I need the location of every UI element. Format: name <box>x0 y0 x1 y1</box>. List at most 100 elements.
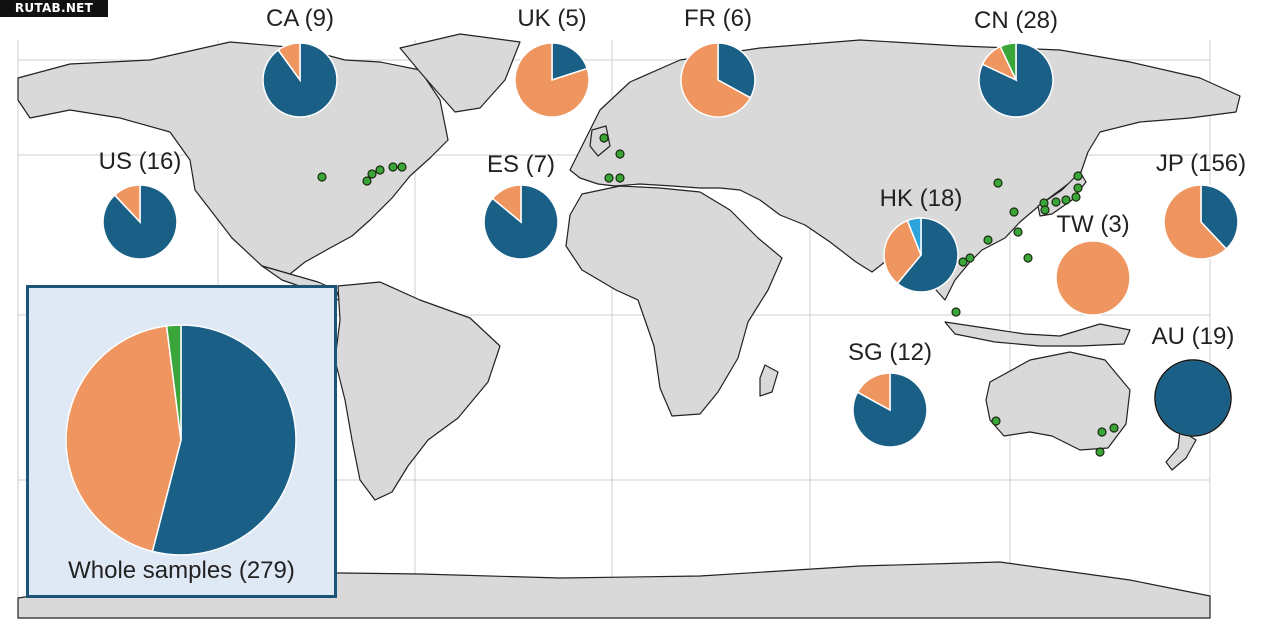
pie-jp-slice-orange <box>1163 184 1228 260</box>
pie-label-count: (156) <box>1190 150 1247 177</box>
land-south-america <box>334 281 501 501</box>
pie-label-count: (19) <box>1191 323 1235 350</box>
pie-tw-slice-orange <box>1055 240 1131 316</box>
whole-samples-caption: Whole samples (279) <box>68 557 295 584</box>
pie-hk-slice-orange <box>883 219 922 285</box>
sample-sites <box>317 133 1119 457</box>
watermark-logo: RUTAB.NET <box>0 0 108 17</box>
land-madagascar <box>759 364 779 397</box>
pie-cn <box>978 42 1054 118</box>
pie-label-count: (5) <box>557 5 587 32</box>
country-pies <box>102 42 1239 448</box>
sample-site-AU-2 <box>1097 427 1107 437</box>
land-new-zealand <box>1165 429 1197 471</box>
pie-hk-slice-blue <box>896 217 959 293</box>
pie-sg-slice-blue <box>852 372 928 448</box>
pie-us-slice-orange <box>113 184 141 224</box>
pie-us <box>102 184 178 260</box>
sample-site-ES-2 <box>615 173 625 183</box>
sample-site-HK-2 <box>958 257 968 267</box>
sample-site-ES-1 <box>604 173 614 183</box>
sample-site-HK-1 <box>965 253 975 263</box>
pie-uk-slice-orange <box>514 42 590 118</box>
pie-es <box>483 184 559 260</box>
pie-uk <box>514 42 590 118</box>
sample-site-US-2 <box>362 176 372 186</box>
sample-site-UK-2 <box>599 133 609 143</box>
pie-label-code: JP <box>1155 150 1184 177</box>
pie-label-code: FR <box>683 5 716 32</box>
pie-label-count: (16) <box>138 148 182 175</box>
sample-site-JP-3 <box>1071 192 1081 202</box>
land-australia <box>985 351 1131 451</box>
sample-site-CN-2 <box>1009 207 1019 217</box>
pie-label-tw: TW (3) <box>1056 213 1129 237</box>
pie-hk <box>883 217 959 293</box>
land-indonesia <box>944 321 1131 347</box>
pie-label-count: (3) <box>1100 211 1130 238</box>
sample-site-TW-1 <box>1023 253 1033 263</box>
pie-fr-slice-blue <box>717 42 756 99</box>
pie-jp <box>1163 184 1239 260</box>
pie-label-count: (18) <box>919 185 963 212</box>
pie-label-sg: SG (12) <box>848 341 932 365</box>
sample-site-JP-7 <box>1040 205 1050 215</box>
sample-site-CN-3 <box>1013 227 1023 237</box>
sample-site-JP-5 <box>1051 197 1061 207</box>
pie-label-jp: JP (156) <box>1156 152 1246 176</box>
pie-au-outline <box>1154 359 1232 437</box>
land-uk <box>589 125 611 157</box>
pie-ca <box>262 42 338 118</box>
pie-label-code: CA <box>265 5 298 32</box>
sample-site-AU-4 <box>1095 447 1105 457</box>
pie-label-us: US (16) <box>99 150 182 174</box>
pie-ca-slice-orange <box>277 42 301 83</box>
sample-site-US-3 <box>367 169 377 179</box>
pie-label-uk: UK (5) <box>517 7 586 31</box>
land-greenland <box>399 33 521 113</box>
pie-label-hk: HK (18) <box>880 187 963 211</box>
pie-sg <box>852 372 928 448</box>
pie-label-code: ES <box>486 151 519 178</box>
sample-site-AU-1 <box>991 416 1001 426</box>
pie-label-code: TW <box>1056 211 1094 238</box>
land-africa <box>565 185 783 417</box>
sample-site-FR-1 <box>615 149 625 159</box>
pie-label-code: US <box>98 148 132 175</box>
sample-site-JP-2 <box>1073 183 1083 193</box>
pie-label-code: UK <box>517 5 551 32</box>
sample-site-AU-3 <box>1109 423 1119 433</box>
pie-label-es: ES (7) <box>487 153 555 177</box>
pie-label-ca: CA (9) <box>266 7 334 31</box>
pie-label-code: SG <box>847 339 883 366</box>
sample-site-US-4 <box>375 165 385 175</box>
pie-label-fr: FR (6) <box>684 7 752 31</box>
pie-label-code: HK <box>879 185 913 212</box>
sample-site-US-5 <box>388 162 398 172</box>
pie-label-count: (28) <box>1015 7 1059 34</box>
sample-site-UK-1 <box>397 162 407 172</box>
pie-label-cn: CN (28) <box>974 9 1058 33</box>
pie-es-slice-orange <box>491 184 522 224</box>
pie-sg-slice-orange <box>856 372 891 412</box>
land-north-america <box>17 41 449 275</box>
pie-label-count: (12) <box>889 339 933 366</box>
sample-site-JP-4 <box>1061 195 1071 205</box>
whole-samples-inset: Whole samples (279) <box>26 285 337 598</box>
pie-hk-slice-cyan <box>906 217 922 256</box>
sample-site-CN-4 <box>983 235 993 245</box>
pie-tw <box>1055 240 1131 316</box>
pie-fr <box>680 42 756 118</box>
sample-site-US-1 <box>317 172 327 182</box>
pie-jp-slice-blue <box>1200 184 1239 251</box>
pie-label-count: (6) <box>722 5 753 32</box>
pie-label-count: (7) <box>525 151 556 178</box>
pie-label-code: AU <box>1151 323 1185 350</box>
pie-label-au: AU (19) <box>1152 325 1235 349</box>
pie-label-count: (9) <box>304 5 335 32</box>
pie-label-code: CN <box>973 7 1009 34</box>
pie-cn-slice-green <box>999 42 1017 81</box>
sample-site-CN-1 <box>993 178 1003 188</box>
